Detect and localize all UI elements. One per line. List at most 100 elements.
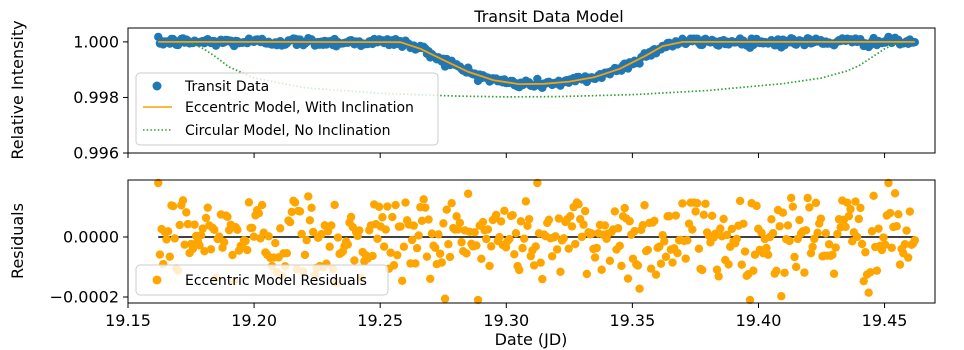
residual-point	[521, 197, 531, 206]
residual-point	[516, 217, 526, 226]
residual-point	[694, 244, 704, 253]
residual-point	[180, 240, 189, 249]
x-axis-label: Date (JD)	[495, 330, 568, 349]
residual-point	[491, 210, 501, 220]
residual-point	[668, 258, 677, 267]
residual-point	[597, 265, 606, 274]
residual-point	[623, 274, 633, 283]
residual-point	[640, 201, 649, 210]
residual-point	[567, 222, 577, 231]
residual-point	[673, 248, 682, 258]
residual-point	[327, 221, 336, 230]
residual-point	[851, 197, 860, 206]
transit-panel: Transit Data Model 0.996 0.998 1.000 Relat…	[8, 7, 936, 163]
circular-model-line	[165, 41, 910, 98]
x-tick-label: 19.15	[105, 311, 151, 330]
residual-point	[683, 236, 692, 245]
residual-point	[427, 229, 437, 238]
residual-point	[852, 232, 862, 242]
residual-point	[196, 230, 206, 240]
residual-point	[559, 234, 568, 243]
residual-point	[175, 220, 184, 230]
residual-point	[590, 253, 600, 262]
residual-point	[396, 222, 405, 231]
residual-point	[821, 229, 831, 238]
residual-point	[762, 243, 771, 253]
residual-point	[880, 240, 890, 249]
residual-point	[904, 253, 913, 262]
residual-point	[688, 225, 697, 234]
residual-point	[307, 203, 316, 212]
y-tick-label: 0.0000	[63, 228, 119, 247]
residual-point	[409, 221, 418, 230]
residual-point	[813, 228, 822, 238]
residual-point	[511, 228, 521, 238]
residual-point	[778, 208, 788, 217]
residual-point	[843, 198, 852, 207]
residual-point	[508, 210, 517, 220]
residual-point	[496, 217, 506, 226]
residual-point	[533, 178, 542, 188]
residual-point	[305, 216, 315, 225]
residual-point	[660, 237, 669, 246]
residual-point	[462, 249, 471, 258]
y-tick-label: 0.998	[73, 88, 119, 107]
residual-point	[795, 215, 804, 225]
residual-point	[905, 207, 915, 216]
residual-point	[538, 274, 547, 284]
chart-title: Transit Data Model	[473, 7, 623, 26]
residual-point	[681, 254, 690, 263]
residual-point	[519, 234, 529, 243]
residual-point	[529, 261, 539, 270]
residual-point	[655, 242, 664, 251]
residual-point	[241, 236, 250, 246]
residual-point	[785, 236, 794, 246]
residual-point	[500, 206, 509, 215]
residual-point	[437, 258, 446, 267]
residual-point	[900, 240, 910, 249]
residuals-legend-box	[135, 264, 389, 296]
residual-point	[763, 250, 773, 260]
residual-point	[548, 252, 557, 261]
residual-point	[430, 243, 440, 252]
residual-point	[304, 192, 313, 201]
residual-point	[374, 202, 384, 211]
residual-point	[215, 232, 224, 241]
residual-point	[551, 232, 560, 241]
residual-point	[483, 225, 493, 234]
residual-point	[536, 258, 545, 267]
residual-point	[379, 242, 389, 251]
residual-point	[633, 261, 643, 270]
residual-point	[554, 214, 563, 223]
residuals-x-ticks: 19.15 19.20 19.25 19.30 19.35 19.40 19.45	[105, 303, 907, 330]
residual-point	[510, 250, 519, 259]
x-tick-label: 19.35	[609, 311, 655, 330]
residual-point	[740, 247, 750, 256]
residual-point	[417, 216, 427, 226]
residual-point	[656, 259, 666, 268]
residual-point	[325, 242, 334, 251]
residual-point	[330, 200, 339, 210]
residual-point	[457, 238, 466, 247]
residual-point	[248, 223, 257, 233]
transit-legend: Transit Data Eccentric Model, With Incli…	[135, 72, 439, 146]
residual-point	[691, 207, 700, 216]
residual-point	[808, 242, 817, 252]
residual-point	[600, 221, 610, 230]
residual-point	[162, 235, 171, 244]
residual-point	[564, 244, 573, 253]
transit-y-ticks: 0.996 0.998 1.000	[73, 32, 128, 163]
residual-point	[495, 232, 504, 242]
residual-point	[182, 208, 191, 217]
residual-point	[772, 266, 781, 276]
residual-point	[737, 260, 746, 269]
residual-point	[343, 240, 353, 249]
residual-point	[168, 201, 178, 211]
residual-point	[722, 230, 732, 240]
residual-point	[401, 198, 410, 207]
residuals-legend: Eccentric Model Residuals	[135, 264, 389, 296]
residual-point	[178, 196, 188, 205]
residuals-y-axis-label: Residuals	[8, 203, 27, 279]
residual-point	[285, 218, 295, 227]
residual-point	[874, 224, 883, 233]
